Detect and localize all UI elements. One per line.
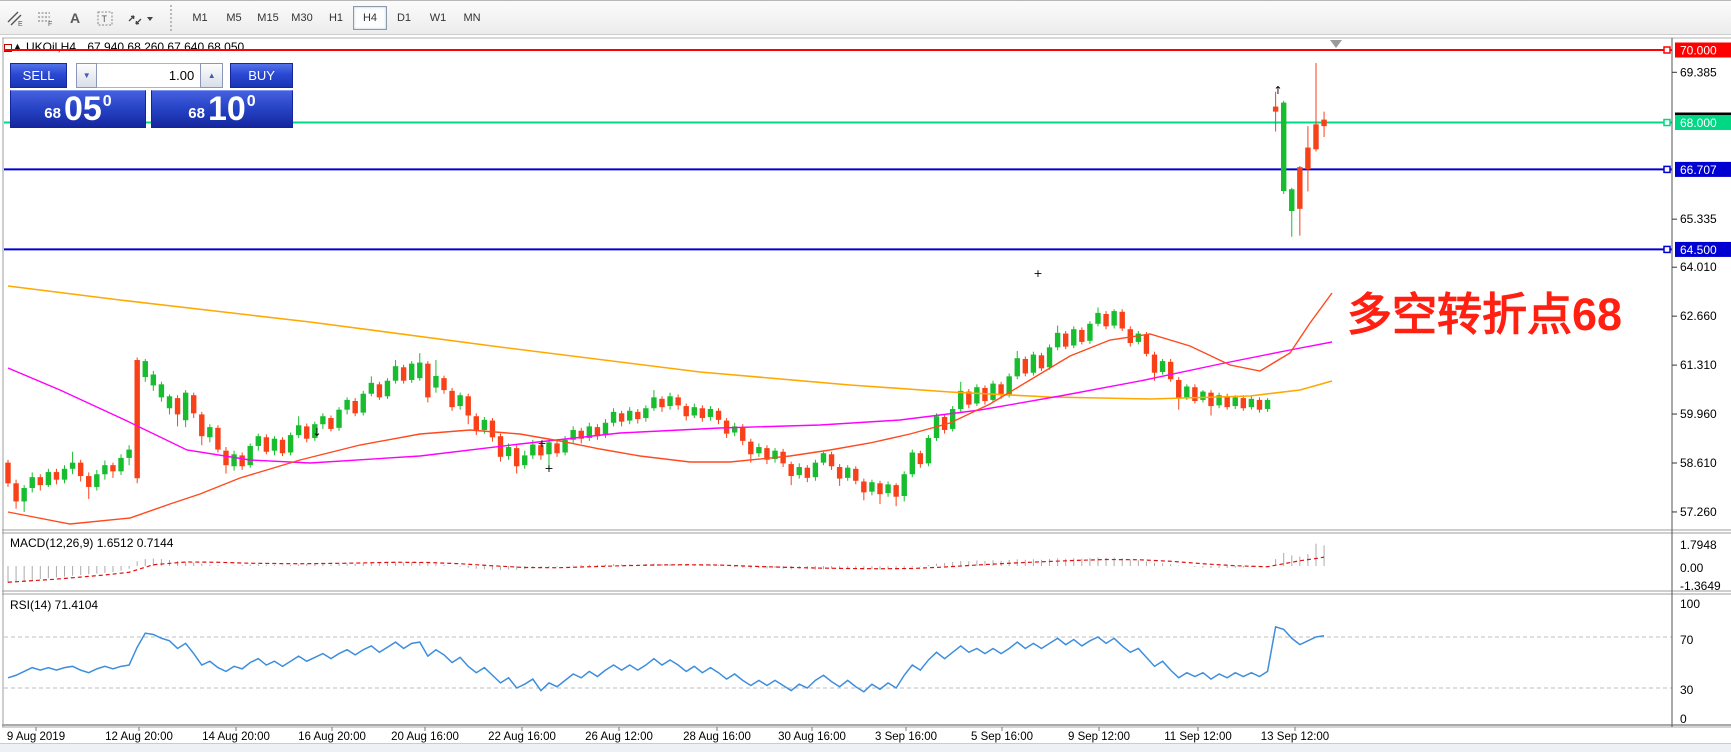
svg-text:5 Sep 16:00: 5 Sep 16:00 [971, 731, 1033, 743]
macd-panel [7, 543, 1325, 583]
text-box-glyph: T [97, 11, 113, 25]
svg-text:65.335: 65.335 [1680, 212, 1717, 226]
one-click-trading-panel: SELL ▼ ▲ BUY 68 05 0 68 10 0 [10, 63, 293, 128]
svg-text:69.385: 69.385 [1680, 65, 1717, 79]
moving-averages-layer [7, 285, 1333, 525]
text-box-icon[interactable]: T [91, 6, 119, 30]
svg-text:1.7948: 1.7948 [1680, 538, 1717, 552]
ask-price-pip: 0 [246, 93, 256, 110]
chart-annotation-text: 多空转折点68 [1347, 289, 1623, 340]
svg-text:58.610: 58.610 [1680, 456, 1717, 470]
equidistant-channel-glyph: E [7, 11, 23, 27]
fibonacci-glyph: F [38, 12, 52, 27]
volume-decrease-button[interactable]: ▼ [76, 63, 98, 88]
toolbar-separator [170, 4, 177, 31]
time-scale-labels: 9 Aug 2019 12 Aug 20:00 14 Aug 20:00 16 Aug… [7, 727, 1329, 743]
chart-expand-box[interactable] [4, 44, 12, 52]
sell-price-tile[interactable]: 68 05 0 [10, 90, 146, 128]
timeframe-H4[interactable]: H4 [353, 5, 387, 30]
svg-text:64.010: 64.010 [1680, 260, 1717, 274]
svg-text:11 Sep 12:00: 11 Sep 12:00 [1164, 731, 1232, 743]
svg-text:3 Sep 16:00: 3 Sep 16:00 [875, 731, 937, 743]
timeframe-W1[interactable]: W1 [429, 11, 447, 24]
svg-text:+: + [1033, 267, 1042, 280]
status-bar [0, 743, 1731, 752]
svg-text:57.260: 57.260 [1680, 505, 1717, 519]
toolbar: E F A T M1 M5 M15 M30 H1 H4 D1 W1 MN [0, 0, 1731, 35]
timeframe-group: M1 M5 M15 M30 H1 H4 D1 W1 MN [183, 5, 489, 30]
panel-frames [2, 37, 1731, 728]
svg-text:+: + [544, 462, 553, 475]
svg-text:66.707: 66.707 [1680, 163, 1717, 177]
rsi-panel [4, 625, 1672, 693]
price-scale-labels: 69.385 65.335 64.010 62.660 61.310 59.960 58.6… [1672, 42, 1731, 726]
svg-text:E: E [18, 21, 23, 27]
svg-text:+: + [537, 437, 546, 450]
timeframe-H1[interactable]: H1 [328, 11, 344, 24]
timeframe-M30[interactable]: M30 [291, 11, 313, 24]
ask-price-int: 68 [188, 105, 205, 122]
level-lines-layer [4, 46, 1672, 254]
bid-price-main: 05 [63, 90, 102, 128]
bid-price-int: 68 [44, 105, 61, 122]
buy-button[interactable]: BUY [230, 63, 293, 88]
chart-collapse-icon[interactable]: ▲ [13, 41, 22, 51]
svg-text:70: 70 [1680, 633, 1694, 647]
svg-text:64.500: 64.500 [1680, 243, 1717, 257]
svg-text:70.000: 70.000 [1680, 44, 1717, 58]
svg-text:16 Aug 20:00: 16 Aug 20:00 [298, 731, 366, 743]
trade-panel-price-row: 68 05 0 68 10 0 [10, 90, 293, 128]
ask-price-main: 10 [207, 90, 246, 128]
svg-text:0.00: 0.00 [1680, 561, 1704, 575]
candles-layer [5, 63, 1327, 512]
svg-text:14 Aug 20:00: 14 Aug 20:00 [202, 731, 270, 743]
svg-text:61.310: 61.310 [1680, 358, 1717, 372]
timeframe-M5[interactable]: M5 [226, 11, 242, 24]
volume-increase-button[interactable]: ▲ [200, 63, 224, 88]
sell-button[interactable]: SELL [10, 63, 68, 88]
timeframe-MN[interactable]: MN [463, 11, 481, 24]
svg-text:13 Sep 12:00: 13 Sep 12:00 [1261, 731, 1329, 743]
macd-label: MACD(12,26,9) 1.6512 0.7144 [10, 536, 174, 550]
svg-text:12 Aug 20:00: 12 Aug 20:00 [105, 731, 173, 743]
timeframe-D1[interactable]: D1 [396, 11, 412, 24]
svg-text:F: F [48, 21, 52, 27]
price-scale[interactable] [1673, 38, 1731, 727]
timeframe-M15[interactable]: M15 [257, 11, 279, 24]
equidistant-channel-icon[interactable]: E [1, 6, 29, 30]
time-scale[interactable] [0, 727, 1672, 743]
svg-text:28 Aug 16:00: 28 Aug 16:00 [683, 731, 751, 743]
svg-text:100: 100 [1680, 597, 1700, 611]
bid-price-pip: 0 [102, 93, 112, 110]
svg-text:↑: ↑ [1273, 84, 1282, 97]
svg-text:30 Aug 16:00: 30 Aug 16:00 [778, 731, 846, 743]
chart-shift-marker-icon[interactable] [1330, 40, 1342, 48]
svg-text:0: 0 [1680, 712, 1687, 726]
svg-text:62.660: 62.660 [1680, 309, 1717, 323]
svg-text:T: T [102, 14, 108, 24]
buy-price-tile[interactable]: 68 10 0 [151, 90, 293, 128]
fibonacci-icon[interactable]: F [31, 6, 59, 30]
svg-text:9 Aug 2019: 9 Aug 2019 [7, 731, 65, 743]
arrows-dropdown[interactable] [121, 6, 159, 30]
svg-text:-1.3649: -1.3649 [1680, 579, 1721, 593]
volume-input[interactable] [97, 63, 201, 88]
chart-objects-layer: ↓ + + + ↑ [312, 84, 1282, 475]
svg-text:9 Sep 12:00: 9 Sep 12:00 [1068, 731, 1130, 743]
svg-text:22 Aug 16:00: 22 Aug 16:00 [488, 731, 556, 743]
svg-text:30: 30 [1680, 683, 1694, 697]
timeframe-M1[interactable]: M1 [192, 11, 208, 24]
arrows-glyph [128, 14, 153, 25]
svg-text:59.960: 59.960 [1680, 407, 1717, 421]
svg-text:68.000: 68.000 [1680, 116, 1717, 130]
rsi-label: RSI(14) 71.4104 [10, 598, 99, 612]
text-label-icon[interactable]: A [69, 9, 81, 26]
svg-text:26 Aug 12:00: 26 Aug 12:00 [585, 731, 653, 743]
trade-panel-top-row: SELL ▼ ▲ BUY [10, 63, 293, 88]
svg-text:20 Aug 16:00: 20 Aug 16:00 [391, 731, 459, 743]
svg-text:↓: ↓ [312, 426, 321, 439]
